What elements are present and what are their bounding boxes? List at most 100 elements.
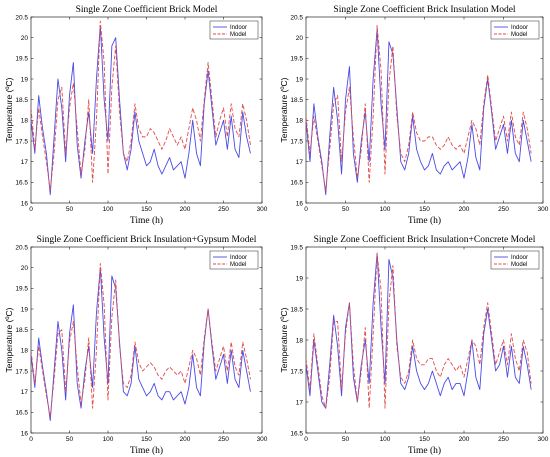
y-axis-label: Temperature (ºC) xyxy=(4,77,14,142)
y-tick-label: 17 xyxy=(21,389,29,396)
y-tick-label: 17.5 xyxy=(290,138,303,145)
y-axis-label: Temperature (ºC) xyxy=(279,77,289,142)
chart-panel-3: Single Zone Coefficient Brick Insulation… xyxy=(4,234,268,456)
y-tick-label: 18 xyxy=(296,118,304,125)
y-tick-label: 19.5 xyxy=(290,244,303,251)
chart-title: Single Zone Coefficient Brick Insulation… xyxy=(333,4,515,15)
y-tick-label: 18.5 xyxy=(15,327,28,334)
y-tick-label: 16 xyxy=(21,430,29,437)
y-tick-label: 20 xyxy=(21,265,29,272)
y-tick-label: 17 xyxy=(296,399,304,406)
x-tick-label: 200 xyxy=(180,436,191,443)
x-tick-label: 200 xyxy=(459,436,470,443)
x-tick-label: 0 xyxy=(29,206,33,213)
x-tick-label: 250 xyxy=(498,206,509,213)
y-tick-label: 18 xyxy=(296,337,304,344)
chart-panel-2: Single Zone Coefficient Brick Insulation… xyxy=(279,4,549,226)
legend-label: Indoor xyxy=(511,25,528,31)
series-line-model xyxy=(31,263,251,417)
y-tick-label: 17.5 xyxy=(15,138,28,145)
plot-area xyxy=(30,16,263,204)
legend-label: Indoor xyxy=(511,255,528,261)
series-line-model xyxy=(31,20,251,192)
legend-box xyxy=(490,20,540,40)
x-tick-label: 50 xyxy=(342,436,350,443)
x-tick-label: 300 xyxy=(257,436,268,443)
y-tick-label: 16.5 xyxy=(290,430,303,437)
x-tick-label: 0 xyxy=(304,206,308,213)
x-tick-label: 150 xyxy=(141,206,152,213)
y-tick-label: 19.5 xyxy=(15,56,28,63)
legend-label: Model xyxy=(230,262,246,268)
x-axis-label: Time (h) xyxy=(408,215,441,226)
y-axis-label: Temperature (ºC) xyxy=(4,307,14,372)
x-tick-label: 150 xyxy=(141,436,152,443)
y-tick-label: 17 xyxy=(296,159,304,166)
chart-title: Single Zone Coefficient Brick Insulation… xyxy=(314,234,536,245)
legend-label: Indoor xyxy=(230,25,247,31)
y-tick-label: 16 xyxy=(296,200,304,207)
x-tick-label: 250 xyxy=(218,436,229,443)
y-tick-label: 16.5 xyxy=(290,180,303,187)
y-tick-label: 19 xyxy=(21,306,29,313)
series-line-indoor xyxy=(31,267,251,422)
y-tick-label: 20 xyxy=(296,35,304,42)
x-tick-label: 300 xyxy=(257,206,268,213)
plot-area xyxy=(30,246,263,434)
x-axis-label: Time (h) xyxy=(408,445,441,456)
y-tick-label: 20.5 xyxy=(15,244,28,251)
chart-title: Single Zone Coefficient Brick Model xyxy=(76,4,218,15)
x-tick-label: 100 xyxy=(103,206,114,213)
x-tick-label: 50 xyxy=(342,206,350,213)
y-tick-label: 19 xyxy=(21,76,29,83)
legend-label: Model xyxy=(230,32,246,38)
y-tick-label: 17 xyxy=(21,159,29,166)
x-tick-label: 50 xyxy=(66,436,74,443)
legend-label: Model xyxy=(511,262,527,268)
y-tick-label: 19.5 xyxy=(290,56,303,63)
chart-panel-4: Single Zone Coefficient Brick Insulation… xyxy=(279,234,549,456)
x-tick-label: 100 xyxy=(380,436,391,443)
y-tick-label: 20.5 xyxy=(290,14,303,21)
y-tick-label: 17.5 xyxy=(15,368,28,375)
legend-label: Indoor xyxy=(230,255,247,261)
series-line-model xyxy=(306,252,532,409)
x-axis-label: Time (h) xyxy=(130,215,163,226)
chart-title: Single Zone Coefficient Brick Insulation… xyxy=(37,234,257,245)
x-tick-label: 150 xyxy=(419,206,430,213)
x-axis-label: Time (h) xyxy=(130,445,163,456)
y-tick-label: 18.5 xyxy=(290,306,303,313)
x-tick-label: 0 xyxy=(304,436,308,443)
legend-box xyxy=(209,250,259,270)
series-line-model xyxy=(306,24,532,192)
x-tick-label: 100 xyxy=(380,206,391,213)
legend-box xyxy=(209,20,259,40)
x-tick-label: 200 xyxy=(459,206,470,213)
y-tick-label: 17.5 xyxy=(290,368,303,375)
y-tick-label: 16.5 xyxy=(15,180,28,187)
y-tick-label: 18.5 xyxy=(290,97,303,104)
legend-box xyxy=(490,250,540,270)
x-tick-label: 100 xyxy=(103,436,114,443)
x-tick-label: 50 xyxy=(66,206,74,213)
x-tick-label: 300 xyxy=(538,206,549,213)
plot-area xyxy=(305,16,544,204)
y-tick-label: 19.5 xyxy=(15,286,28,293)
y-tick-label: 16 xyxy=(21,200,29,207)
x-tick-label: 250 xyxy=(498,436,509,443)
x-tick-label: 0 xyxy=(29,436,33,443)
y-tick-label: 18 xyxy=(21,118,29,125)
x-tick-label: 200 xyxy=(180,206,191,213)
y-tick-label: 18 xyxy=(21,348,29,355)
y-tick-label: 20 xyxy=(21,35,29,42)
x-tick-label: 250 xyxy=(218,206,229,213)
x-tick-label: 150 xyxy=(419,436,430,443)
y-tick-label: 18.5 xyxy=(15,97,28,104)
legend-label: Model xyxy=(511,32,527,38)
y-tick-label: 20.5 xyxy=(15,14,28,21)
x-tick-label: 300 xyxy=(538,436,549,443)
y-tick-label: 16.5 xyxy=(15,410,28,417)
y-tick-label: 19 xyxy=(296,76,304,83)
y-tick-label: 19 xyxy=(296,275,304,282)
